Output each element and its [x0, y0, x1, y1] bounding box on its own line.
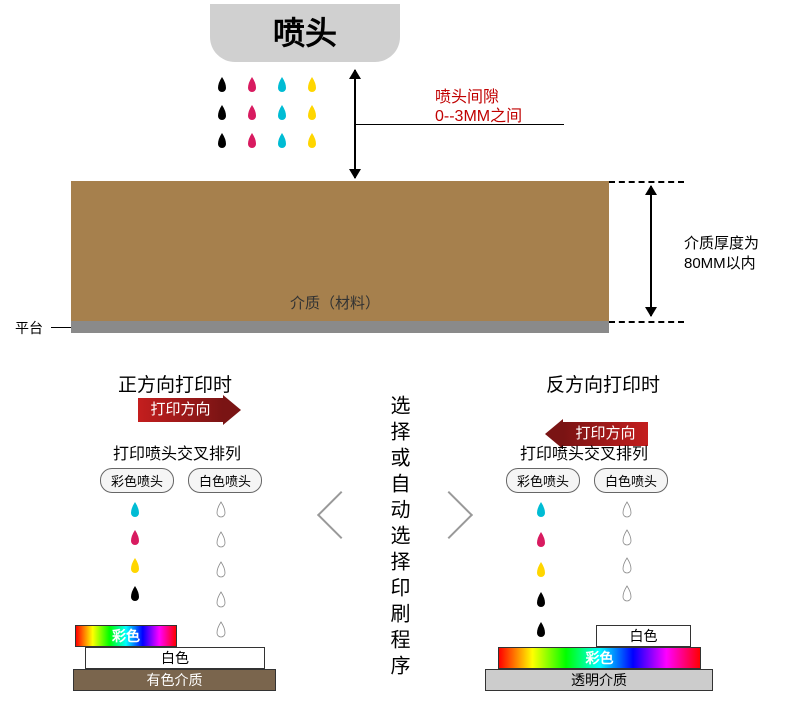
- left-white-bar: 白色: [85, 647, 265, 669]
- left-cross-label: 打印喷头交叉排列: [113, 440, 241, 464]
- left-title: 正方向打印时: [118, 370, 232, 397]
- right-pill-white: 白色喷头: [594, 468, 668, 493]
- thickness-2: 80MM以内: [684, 254, 759, 274]
- left-color-drops: [122, 500, 152, 620]
- right-title: 反方向打印时: [546, 370, 660, 397]
- left-direction-arrow: 打印方向: [138, 398, 223, 422]
- platform-label: 平台: [15, 318, 43, 338]
- chevron-left-icon: [317, 491, 365, 539]
- left-pill-white: 白色喷头: [188, 468, 262, 493]
- gap-label-2: 0--3MM之间: [435, 107, 522, 126]
- platform-line: [51, 327, 71, 328]
- gap-label-1: 喷头间隙: [435, 88, 522, 107]
- platform-bar: [71, 321, 609, 333]
- drops-grid: [215, 75, 355, 165]
- chevron-right-icon: [425, 491, 473, 539]
- dash-top: [609, 181, 684, 183]
- thickness-label: 介质厚度为 80MM以内: [684, 234, 759, 273]
- right-color-bar: 彩色: [498, 647, 701, 669]
- dash-bottom: [609, 321, 684, 323]
- thickness-arrow: [650, 186, 652, 316]
- thickness-1: 介质厚度为: [684, 234, 759, 254]
- right-cross-label: 打印喷头交叉排列: [520, 440, 648, 464]
- gap-label: 喷头间隙 0--3MM之间: [435, 88, 522, 126]
- medium-label: 介质（材料）: [290, 292, 380, 313]
- center-vertical-text: 选择或自动选择印刷程序: [384, 395, 413, 681]
- right-white-bar: 白色: [596, 625, 691, 647]
- right-pill-color: 彩色喷头: [506, 468, 580, 493]
- left-pill-color: 彩色喷头: [100, 468, 174, 493]
- left-substrate: 有色介质: [73, 669, 276, 691]
- right-color-drops: [528, 500, 558, 660]
- right-substrate: 透明介质: [485, 669, 713, 691]
- right-white-drops: [614, 500, 644, 620]
- printhead-box: 喷头: [210, 4, 400, 62]
- left-color-bar: 彩色: [75, 625, 177, 647]
- left-white-drops: [208, 500, 238, 660]
